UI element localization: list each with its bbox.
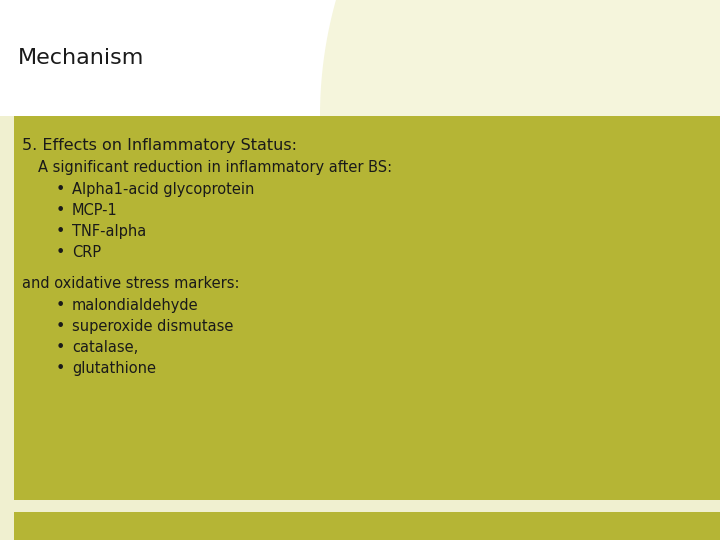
Text: •: • [56, 298, 66, 313]
Text: •: • [56, 245, 66, 260]
Bar [0, 116, 14, 540]
Text: •: • [56, 340, 66, 355]
Text: 5. Effects on Inflammatory Status:: 5. Effects on Inflammatory Status: [22, 138, 297, 153]
Text: superoxide dismutase: superoxide dismutase [72, 319, 233, 334]
Text: MCP-1: MCP-1 [72, 203, 118, 218]
Text: and oxidative stress markers:: and oxidative stress markers: [22, 276, 240, 291]
Text: TNF-alpha: TNF-alpha [72, 224, 146, 239]
Text: catalase,: catalase, [72, 340, 138, 355]
Bar [0, 500, 720, 512]
Text: •: • [56, 203, 66, 218]
Text: •: • [56, 224, 66, 239]
Text: malondialdehyde: malondialdehyde [72, 298, 199, 313]
Text: •: • [56, 361, 66, 376]
Text: CRP: CRP [72, 245, 101, 260]
Text: •: • [56, 182, 66, 197]
Text: •: • [56, 319, 66, 334]
Text: Alpha1-acid glycoprotein: Alpha1-acid glycoprotein [72, 182, 254, 197]
Text: Mechanism: Mechanism [18, 48, 145, 68]
Text: A significant reduction in inflammatory after BS:: A significant reduction in inflammatory … [38, 160, 392, 175]
Bar [0, 0, 720, 116]
Text: glutathione: glutathione [72, 361, 156, 376]
Polygon shape [320, 0, 720, 116]
